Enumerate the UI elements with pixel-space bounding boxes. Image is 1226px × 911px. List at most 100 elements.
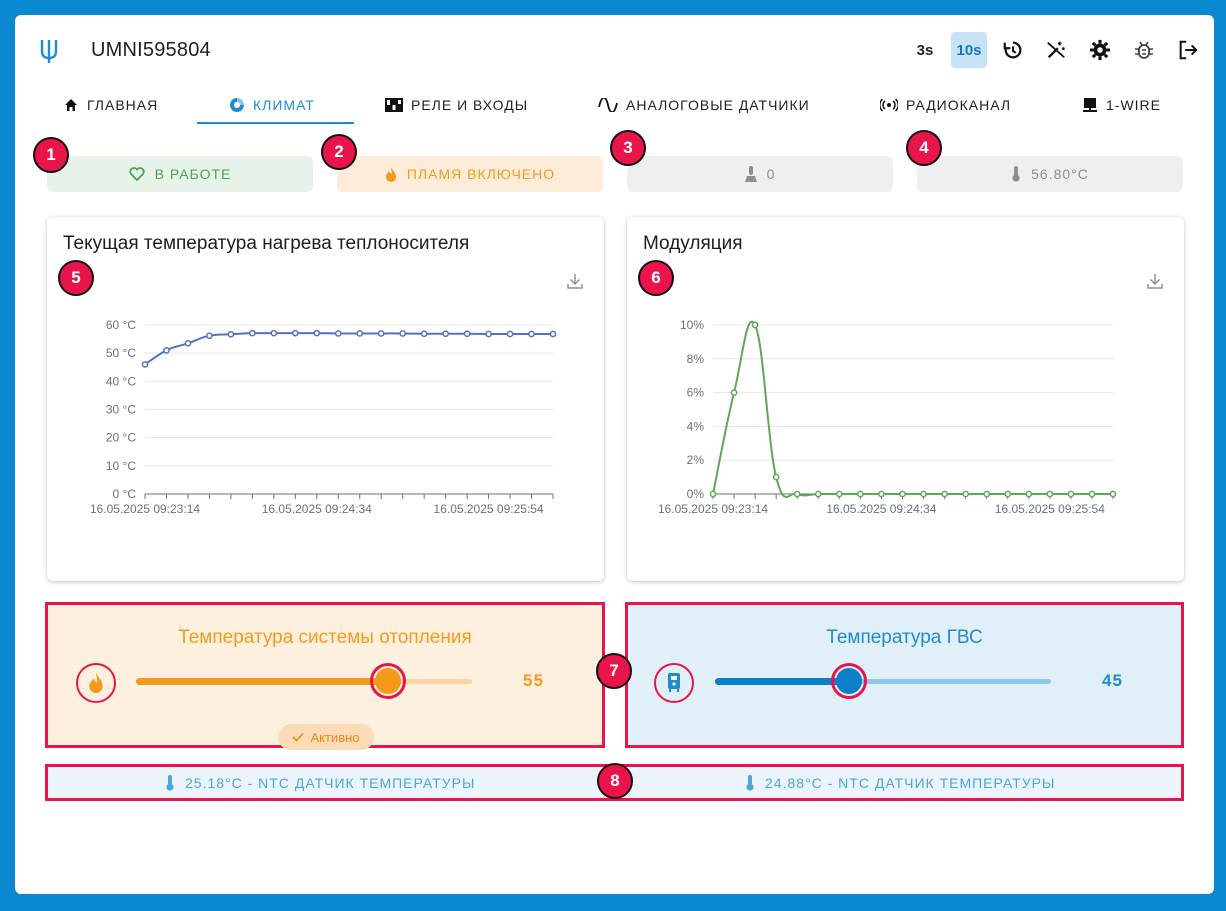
heating-icon-button[interactable] [76,663,116,703]
y-tick-label: 0 °C [113,487,137,501]
data-point [920,490,927,498]
data-point [399,330,407,337]
status-badge-pressure: 0 [627,156,893,192]
annotation-marker: 7 [596,653,632,689]
download-icon[interactable] [566,272,584,290]
download-icon[interactable] [1146,272,1164,290]
data-point [227,330,235,338]
heating-slider-fill [136,678,388,685]
status-temperature-value: 56.80°C [1031,166,1089,182]
thermometer-icon [1012,166,1020,182]
flame-icon [385,166,396,182]
data-point [249,329,256,337]
sensor-item: 25.18°C - NTC датчик температуры [165,767,475,798]
chart-panel-modulation: Модуляция 0% 2% 4% 6% 8% 10% 16.05.2025 09:23:… [627,217,1184,581]
heart-icon [128,167,145,181]
heating-active-chip: Активно [278,724,374,750]
chart-panel-temperature: Текущая температура нагрева теплоносител… [47,217,604,581]
y-tick-label: 50 °C [106,346,136,360]
series-line [144,332,553,366]
interval-3s-button[interactable]: 3s [916,41,934,59]
sensor-label: 24.88°C - NTC датчик температуры [765,774,1056,791]
x-tick-label: 16.05.2025 09:25:54 [434,502,544,516]
annotation-marker: 6 [638,260,674,296]
active-tab-indicator [197,122,354,124]
tab-analog[interactable]: Аналоговые датчики [598,85,810,125]
interval-10s-button[interactable]: 10s [951,32,987,68]
data-point [983,490,991,498]
data-point [313,329,321,337]
check-icon [292,732,305,742]
data-point [549,330,557,338]
y-tick-label: 30 °C [106,403,136,417]
x-tick-label: 16.05.2025 09:25:54 [995,502,1105,516]
heating-title: Температура системы отопления [178,627,472,648]
y-tick-label: 10% [680,318,704,332]
tab-climate[interactable]: Климат [229,85,315,125]
y-tick-label: 8% [687,352,705,366]
tab-home[interactable]: Главная [63,85,158,125]
logo-icon [40,40,58,63]
dhw-slider-fill [715,678,850,685]
data-point [793,490,801,498]
data-point [291,329,299,337]
data-point [1067,490,1075,498]
y-tick-label: 6% [687,386,705,400]
data-point [1025,490,1033,498]
x-tick-label: 16.05.2025 09:24:34 [826,502,936,516]
data-point [730,389,738,396]
water-heater-icon [668,673,680,692]
tab-radio[interactable]: Радиоканал [880,85,1011,125]
chart-title-temperature: Текущая температура нагрева теплоносител… [63,233,470,254]
data-point [941,490,948,498]
dhw-title: Температура ГВС [826,627,983,648]
tab-onewire[interactable]: 1-Wire [1082,85,1161,125]
onewire-icon [1083,98,1097,112]
data-point [141,361,149,368]
climate-icon [230,98,244,112]
annotation-marker: 2 [321,134,357,170]
tab-climate-label: Климат [253,97,315,113]
home-icon [65,99,77,111]
dhw-slider-track[interactable] [715,679,1051,684]
dhw-slider-thumb[interactable] [831,663,868,699]
status-badge-working: В РАБОТЕ [47,156,313,192]
data-point [962,490,969,498]
gear-icon[interactable] [1087,37,1113,63]
status-working-label: В РАБОТЕ [154,166,232,182]
heating-slider-thumb[interactable] [370,663,406,699]
x-tick-label: 16.05.2025 09:24:34 [262,502,372,516]
data-point [270,329,278,337]
data-point [485,330,492,338]
annotation-marker: 3 [610,130,646,166]
y-tick-label: 10 °C [106,459,136,473]
logout-icon[interactable] [1175,37,1201,63]
main-card: UMNI595804 3s 10s Главная Климат Реле и … [15,15,1214,894]
heating-active-label: Активно [310,729,360,745]
data-point [442,330,449,338]
wand-off-icon[interactable] [1043,37,1069,63]
tab-relays[interactable]: Реле и входы [385,85,528,125]
data-point [814,490,822,498]
y-tick-label: 40 °C [106,374,136,388]
data-point [1046,490,1054,498]
data-point [506,330,514,338]
modulation-chart: 0% 2% 4% 6% 8% 10% 16.05.2025 09:23:14 16.05.20… [658,318,1117,516]
y-tick-label: 2% [687,453,705,467]
y-tick-label: 0% [687,487,705,501]
y-tick-label: 20 °C [106,431,136,445]
annotation-marker: 8 [597,763,633,799]
tab-analog-label: Аналоговые датчики [626,97,810,113]
pressure-icon [744,166,757,182]
series-line [712,320,1113,498]
data-point [835,490,843,498]
history-icon[interactable] [1000,37,1026,63]
data-point [356,330,364,337]
temperature-chart: 0 °C 10 °C 20 °C 30 °C 40 °C 50 °C 60 °C 16.05.… [90,318,557,516]
annotation-marker: 1 [33,137,69,173]
data-point [1004,490,1012,498]
y-tick-label: 4% [687,419,705,433]
bug-icon[interactable] [1131,37,1157,63]
dhw-icon-button[interactable] [654,663,694,703]
data-point [463,330,471,338]
